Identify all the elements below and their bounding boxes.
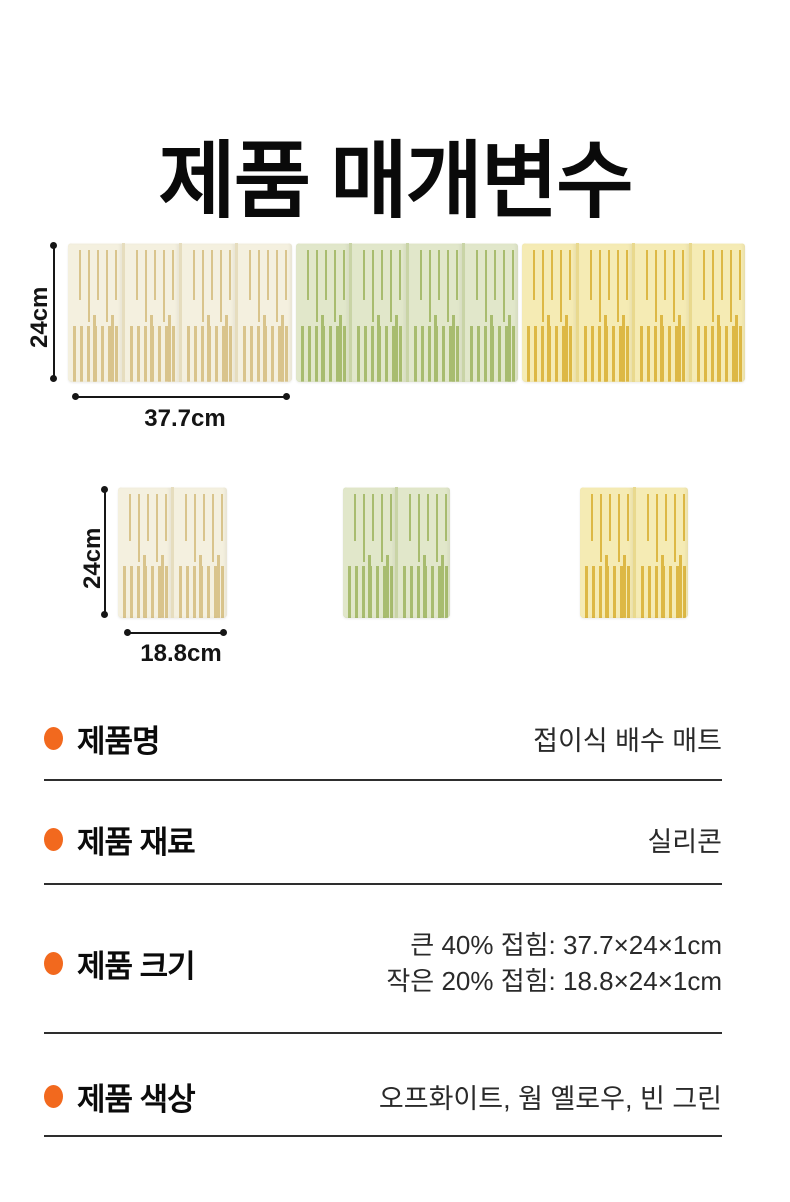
- spec-value: 오프화이트, 웜 옐로우, 빈 그린: [378, 1083, 722, 1114]
- spec-label: 제품 색상: [77, 1081, 196, 1117]
- arrow-dot-icon: [50, 375, 57, 382]
- size-line-small: 작은 20% 접힘: 18.8×24×1cm: [386, 966, 722, 996]
- divider-line: [44, 1135, 722, 1137]
- arrow-line: [52, 245, 55, 379]
- mat-panel: [352, 243, 406, 382]
- arrow-line: [127, 631, 224, 634]
- bullet-icon: [44, 827, 63, 851]
- mat-panel: [691, 243, 745, 382]
- mat-panel: [464, 243, 518, 382]
- mat-panel: [174, 487, 227, 618]
- spec-row-color: 제품 색상 오프화이트, 웜 옐로우, 빈 그린: [44, 1061, 722, 1131]
- spec-label: 제품 재료: [77, 824, 196, 860]
- spec-row-size: 제품 크기 큰 40% 접힘: 37.7×24×1cm 작은 20% 접힘: 1…: [44, 928, 722, 998]
- spec-label: 제품 크기: [77, 948, 196, 984]
- mat-panel: [181, 243, 236, 382]
- mat-small-warm-yellow: [580, 487, 688, 618]
- width-label-large: 37.7cm: [144, 405, 226, 432]
- bullet-icon: [44, 726, 63, 750]
- mat-panel: [408, 243, 462, 382]
- width-arrow-large: [72, 393, 290, 400]
- arrow-dot-icon: [220, 629, 227, 636]
- mat-panel: [398, 487, 450, 618]
- mat-panel: [124, 243, 179, 382]
- arrow-line: [75, 395, 287, 398]
- divider-line: [44, 779, 722, 781]
- mat-panel: [635, 487, 688, 618]
- divider-line: [44, 1032, 722, 1034]
- spec-row-material: 제품 재료 실리콘: [44, 804, 722, 874]
- mat-panel: [343, 487, 395, 618]
- mat-small-off-white: [118, 487, 227, 618]
- mat-panel: [522, 243, 576, 382]
- height-arrow-large: [50, 242, 57, 382]
- arrow-dot-icon: [283, 393, 290, 400]
- mat-panel: [580, 487, 633, 618]
- width-arrow-small: [124, 629, 227, 636]
- mat-small-bean-green: [343, 487, 450, 618]
- page-title: 제품 매개변수: [158, 134, 633, 229]
- mat-large-warm-yellow: [522, 243, 745, 382]
- mat-panel: [118, 487, 171, 618]
- arrow-line: [103, 489, 106, 615]
- width-label-small: 18.8cm: [140, 640, 222, 667]
- arrow-dot-icon: [101, 611, 108, 618]
- bullet-icon: [44, 951, 63, 975]
- mat-panel: [238, 243, 292, 382]
- mat-panel: [296, 243, 350, 382]
- spec-row-product-name: 제품명 접이식 배수 매트: [44, 703, 722, 773]
- divider-line: [44, 883, 722, 885]
- mat-panel: [578, 243, 632, 382]
- mat-panel: [635, 243, 689, 382]
- height-arrow-small: [101, 486, 108, 618]
- spec-label: 제품명: [77, 723, 161, 759]
- spec-value: 접이식 배수 매트: [533, 725, 722, 756]
- mat-large-bean-green: [296, 243, 518, 382]
- mat-large-off-white: [68, 243, 292, 382]
- spec-value: 큰 40% 접힘: 37.7×24×1cm 작은 20% 접힘: 18.8×24…: [386, 927, 722, 999]
- size-line-large: 큰 40% 접힘: 37.7×24×1cm: [410, 930, 722, 960]
- height-label-large: 24cm: [26, 286, 53, 348]
- spec-value: 실리콘: [647, 826, 722, 857]
- mat-panel: [68, 243, 122, 382]
- height-label-small: 24cm: [79, 527, 106, 589]
- bullet-icon: [44, 1084, 63, 1108]
